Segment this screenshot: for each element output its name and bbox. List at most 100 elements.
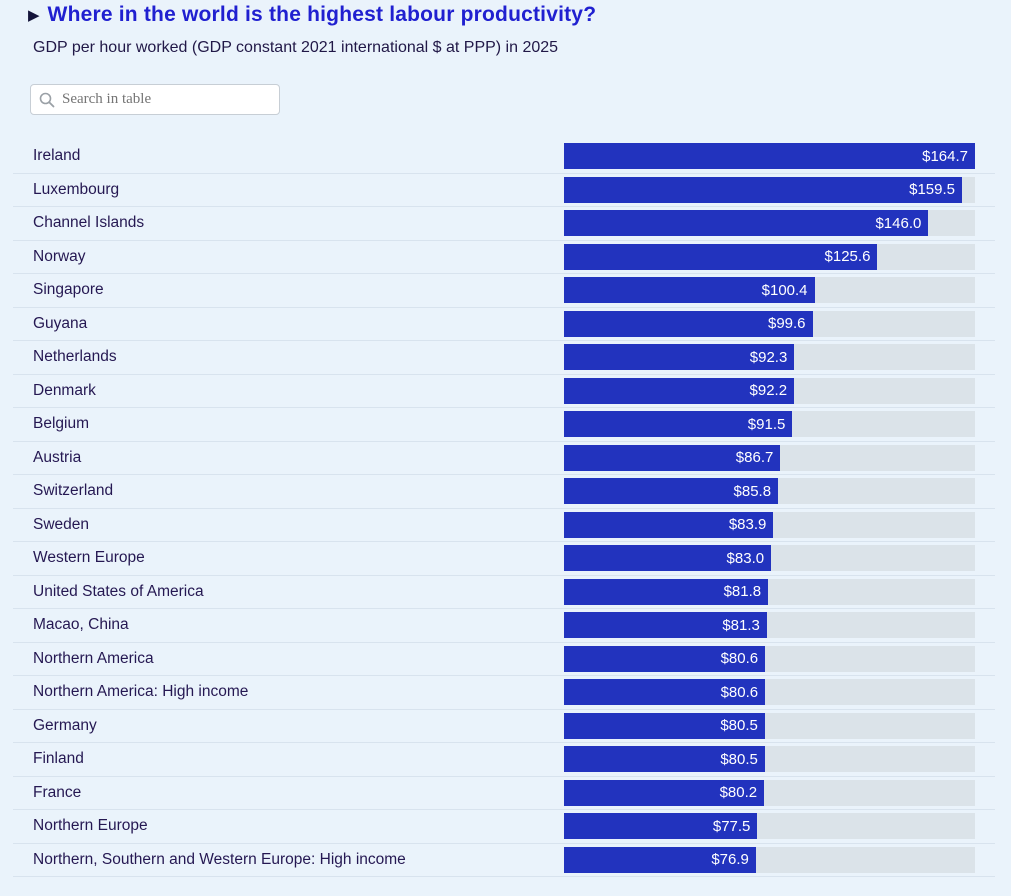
table-row: Belgium $91.5 [13, 408, 995, 442]
bar-fill: $80.5 [564, 746, 765, 773]
bar-value: $83.9 [728, 516, 767, 534]
row-label: France [33, 783, 82, 801]
bar-value: $83.0 [726, 549, 765, 567]
bar-track: $81.3 [564, 612, 975, 639]
table-row: Luxembourg $159.5 [13, 174, 995, 207]
bar-track: $100.4 [564, 277, 975, 304]
bar-fill: $80.2 [564, 779, 765, 806]
bar-fill: $83.0 [564, 545, 772, 572]
row-label: Ireland [33, 147, 81, 165]
bar-value: $81.3 [722, 616, 760, 634]
row-label: Denmark [33, 381, 96, 399]
search-input[interactable] [62, 91, 271, 108]
labour-productivity-widget: ▶ Where in the world is the highest labo… [0, 3, 1011, 877]
bar-fill: $83.9 [564, 511, 774, 538]
bar-track: $80.5 [564, 712, 975, 739]
bar-fill: $80.6 [564, 645, 766, 672]
bar-track: $99.6 [564, 310, 975, 337]
bar-track: $85.8 [564, 478, 975, 505]
row-label: Northern America: High income [33, 683, 249, 701]
bar-value: $80.6 [720, 650, 759, 668]
row-label: Austria [33, 448, 82, 466]
bar-value: $85.8 [733, 482, 772, 500]
row-label: Singapore [33, 281, 104, 299]
bar-table: Ireland $164.7 Luxembourg $159.5 Channel… [13, 140, 995, 877]
bar-fill: $81.8 [564, 578, 769, 605]
bar-value: $80.5 [720, 750, 758, 768]
chart-subtitle: GDP per hour worked (GDP constant 2021 i… [33, 39, 559, 56]
table-row: Western Europe $83.0 [13, 542, 995, 576]
page-title: Where in the world is the highest labour… [47, 3, 597, 26]
table-row: Northern America: High income $80.6 [13, 676, 995, 710]
bar-fill: $125.6 [564, 243, 878, 270]
bar-fill: $92.3 [564, 344, 795, 371]
row-label: Germany [33, 716, 97, 734]
table-row: Guyana $99.6 [13, 308, 995, 341]
row-label: Northern America [33, 649, 154, 667]
table-row: Sweden $83.9 [13, 509, 995, 542]
table-row: Switzerland $85.8 [13, 475, 995, 509]
bar-track: $146.0 [564, 210, 975, 237]
bar-fill: $80.5 [564, 712, 765, 739]
row-label: Guyana [33, 314, 88, 332]
bar-fill: $80.6 [564, 679, 766, 706]
bar-track: $80.2 [564, 779, 975, 806]
bar-track: $92.2 [564, 377, 975, 404]
search-box[interactable] [30, 84, 280, 115]
bar-value: $159.5 [909, 181, 955, 199]
table-row: Macao, China $81.3 [13, 609, 995, 643]
bar-fill: $77.5 [564, 813, 758, 840]
table-row: Denmark $92.2 [13, 375, 995, 408]
bar-value: $100.4 [761, 281, 808, 299]
bar-value: $92.2 [749, 382, 788, 400]
table-row: Channel Islands $146.0 [13, 207, 995, 241]
row-label: Sweden [33, 515, 90, 533]
bar-track: $91.5 [564, 411, 975, 438]
bar-value: $164.7 [922, 147, 968, 165]
row-label: Finland [33, 750, 84, 768]
row-label: Belgium [33, 415, 89, 433]
row-label: Channel Islands [33, 214, 145, 232]
row-label: Western Europe [33, 549, 145, 567]
title-row: ▶ Where in the world is the highest labo… [28, 3, 1011, 27]
bar-fill: $159.5 [564, 176, 962, 203]
bar-value: $146.0 [875, 214, 922, 232]
bar-value: $80.5 [720, 717, 758, 735]
bar-fill: $164.7 [564, 143, 975, 170]
bar-fill: $86.7 [564, 444, 781, 471]
bar-value: $77.5 [712, 817, 751, 835]
row-label: United States of America [33, 582, 204, 600]
bar-value: $125.6 [824, 248, 871, 266]
bar-fill: $85.8 [564, 478, 779, 505]
expand-triangle-icon[interactable]: ▶ [28, 5, 40, 24]
bar-value: $76.9 [711, 851, 749, 869]
bar-track: $83.0 [564, 545, 975, 572]
table-row: Singapore $100.4 [13, 274, 995, 308]
bar-track: $80.6 [564, 645, 975, 672]
bar-fill: $76.9 [564, 846, 756, 873]
row-label: Northern Europe [33, 817, 148, 835]
bar-track: $80.6 [564, 679, 975, 706]
table-row: Ireland $164.7 [13, 140, 995, 174]
table-row: France $80.2 [13, 777, 995, 810]
row-label: Luxembourg [33, 180, 120, 198]
table-row: Austria $86.7 [13, 442, 995, 475]
row-label: Switzerland [33, 482, 114, 500]
bar-track: $80.5 [564, 746, 975, 773]
bar-fill: $81.3 [564, 612, 767, 639]
bar-track: $76.9 [564, 846, 975, 873]
row-label: Netherlands [33, 348, 117, 366]
bar-value: $80.2 [719, 784, 758, 802]
bar-track: $159.5 [564, 176, 975, 203]
bar-value: $99.6 [767, 315, 806, 333]
bar-fill: $91.5 [564, 411, 793, 438]
table-row: Netherlands $92.3 [13, 341, 995, 375]
bar-track: $77.5 [564, 813, 975, 840]
bar-fill: $99.6 [564, 310, 813, 337]
row-label: Macao, China [33, 616, 129, 634]
bar-track: $92.3 [564, 344, 975, 371]
bar-value: $92.3 [749, 348, 788, 366]
table-row: Finland $80.5 [13, 743, 995, 777]
table-row: Norway $125.6 [13, 241, 995, 274]
table-row: Northern Europe $77.5 [13, 810, 995, 844]
